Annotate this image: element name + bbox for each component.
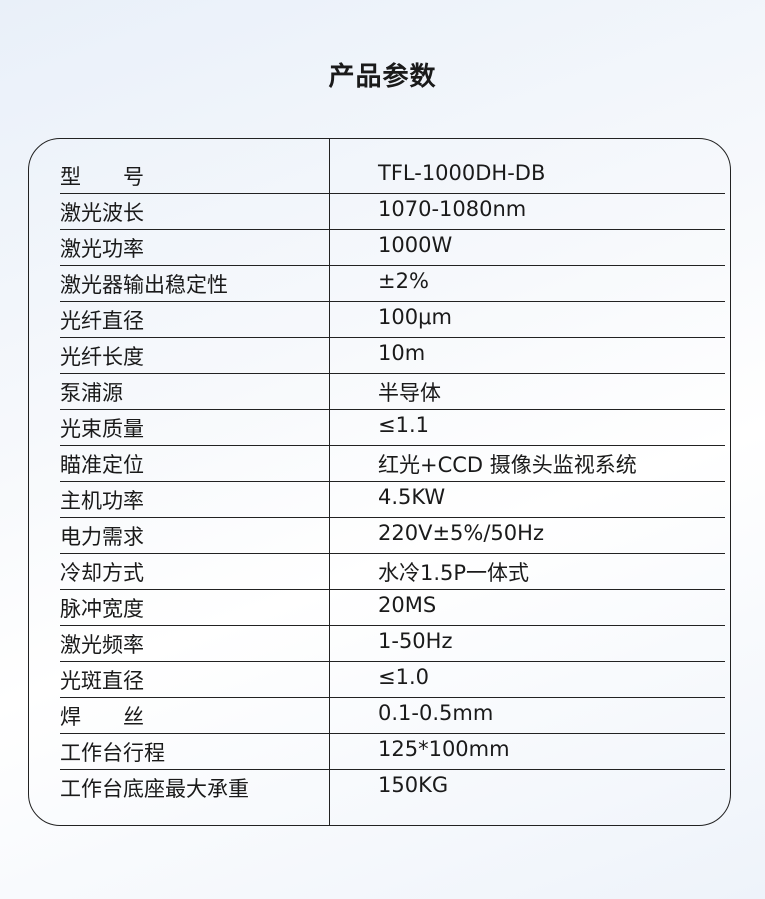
spec-label: 瞄准定位 <box>60 453 144 477</box>
spec-label: 工作台底座最大承重 <box>60 777 249 801</box>
spec-label: 激光功率 <box>60 237 144 261</box>
spec-label: 电力需求 <box>60 525 144 549</box>
table-row: 工作台行程 125*100mm <box>60 734 725 770</box>
spec-value: 220V±5%/50Hz <box>378 521 544 545</box>
table-row: 冷却方式 水冷1.5P一体式 <box>60 554 725 590</box>
spec-label: 光斑直径 <box>60 669 144 693</box>
column-divider <box>329 139 330 825</box>
table-row: 光斑直径 ≤1.0 <box>60 662 725 698</box>
table-row: 焊 丝 0.1-0.5mm <box>60 698 725 734</box>
spec-label: 焊 丝 <box>60 705 144 729</box>
table-row: 脉冲宽度 20MS <box>60 590 725 626</box>
spec-value: 1-50Hz <box>378 629 453 653</box>
table-row: 光束质量 ≤1.1 <box>60 410 725 446</box>
table-row: 工作台底座最大承重 150KG <box>60 770 725 806</box>
spec-table: 型 号 TFL-1000DH-DB 激光波长 1070-1080nm 激光功率 1000W… <box>28 138 731 826</box>
spec-value: ≤1.1 <box>378 413 429 437</box>
spec-label: 脉冲宽度 <box>60 597 144 621</box>
spec-value: 20MS <box>378 593 437 617</box>
table-row: 激光波长 1070-1080nm <box>60 194 725 230</box>
spec-value: ±2% <box>378 269 429 293</box>
table-row: 型 号 TFL-1000DH-DB <box>60 158 725 194</box>
spec-value: 1000W <box>378 233 453 257</box>
spec-value: 100μm <box>378 305 452 329</box>
spec-value: ≤1.0 <box>378 665 429 689</box>
spec-label: 激光器输出稳定性 <box>60 273 228 297</box>
spec-value: 4.5KW <box>378 485 446 509</box>
table-row: 光纤长度 10m <box>60 338 725 374</box>
table-row: 激光功率 1000W <box>60 230 725 266</box>
spec-label: 激光频率 <box>60 633 144 657</box>
spec-value: 半导体 <box>378 381 441 405</box>
spec-value: 0.1-0.5mm <box>378 701 494 725</box>
table-row: 主机功率 4.5KW <box>60 482 725 518</box>
spec-value: 125*100mm <box>378 737 510 761</box>
spec-value: 红光+CCD 摄像头监视系统 <box>378 453 637 477</box>
spec-label: 光束质量 <box>60 417 144 441</box>
table-row: 光纤直径 100μm <box>60 302 725 338</box>
spec-label: 泵浦源 <box>60 381 123 405</box>
table-row: 电力需求 220V±5%/50Hz <box>60 518 725 554</box>
table-row: 瞄准定位 红光+CCD 摄像头监视系统 <box>60 446 725 482</box>
spec-label: 工作台行程 <box>60 741 165 765</box>
spec-label: 主机功率 <box>60 489 144 513</box>
spec-label: 型 号 <box>60 165 144 189</box>
table-row: 激光器输出稳定性 ±2% <box>60 266 725 302</box>
spec-value: 150KG <box>378 773 449 797</box>
spec-label: 光纤直径 <box>60 309 144 333</box>
table-row: 激光频率 1-50Hz <box>60 626 725 662</box>
spec-label: 冷却方式 <box>60 561 144 585</box>
spec-value: 10m <box>378 341 426 365</box>
spec-value: TFL-1000DH-DB <box>378 161 546 185</box>
spec-value: 水冷1.5P一体式 <box>378 561 530 585</box>
table-row: 泵浦源 半导体 <box>60 374 725 410</box>
spec-value: 1070-1080nm <box>378 197 527 221</box>
page-title: 产品参数 <box>328 62 437 92</box>
spec-label: 激光波长 <box>60 201 144 225</box>
spec-label: 光纤长度 <box>60 345 144 369</box>
spec-rows: 型 号 TFL-1000DH-DB 激光波长 1070-1080nm 激光功率 1000W… <box>60 158 725 806</box>
